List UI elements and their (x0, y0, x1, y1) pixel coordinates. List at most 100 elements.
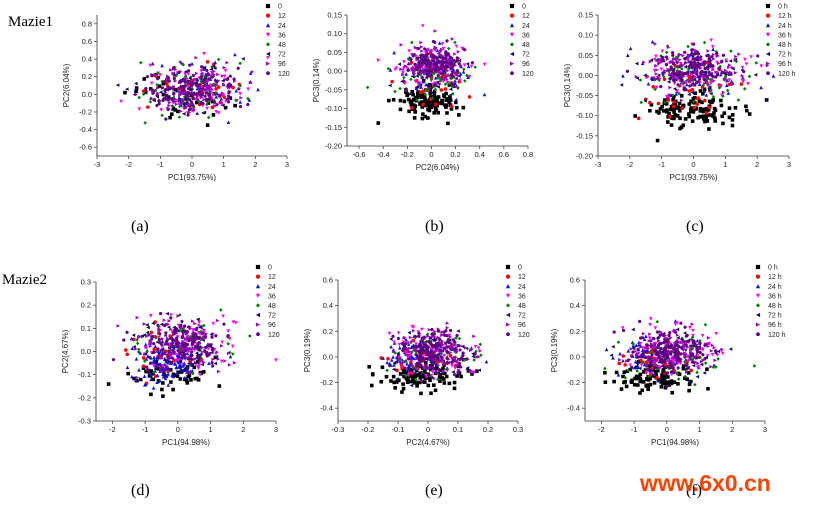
point-series-12 (704, 111, 709, 115)
legend-marker-36 (265, 32, 271, 37)
point-series-24 (484, 359, 489, 364)
point-series-96 (194, 55, 199, 60)
point-series-96 (415, 348, 419, 353)
point-series-0 (161, 92, 166, 97)
x-tick-label: 0 (665, 425, 669, 434)
point-series-120 (193, 336, 197, 341)
point-series-0 (475, 369, 479, 374)
point-series-0 (433, 366, 438, 371)
point-series-120 (186, 357, 191, 361)
legend-marker-24 (755, 284, 761, 289)
point-series-0 (192, 365, 197, 370)
point-series-0 (654, 373, 658, 377)
point-series-0 (653, 370, 658, 374)
point-series-48 (683, 348, 688, 352)
point-series-96 (202, 327, 207, 332)
point-series-24 (175, 371, 180, 376)
point-series-12 (124, 348, 128, 352)
point-series-96 (666, 45, 671, 50)
point-series-0 (667, 380, 672, 384)
point-series-96 (456, 49, 461, 54)
point-series-96 (645, 346, 650, 350)
point-series-0 (392, 380, 396, 385)
point-series-96 (722, 77, 727, 81)
point-series-12 (703, 98, 707, 103)
point-series-96 (180, 61, 185, 65)
point-series-120 (688, 344, 693, 348)
point-series-120 (425, 351, 430, 355)
point-series-48 (465, 73, 469, 78)
scatter-panel-a: -3 -2 -1 0 1 2 3-0.6-0.4-0.20.00.20.40.60.8PC1… (62, 4, 290, 182)
point-series-0 (398, 372, 403, 376)
point-series-120 (626, 358, 630, 362)
legend-label: 24 (518, 284, 526, 291)
point-series-36 (425, 48, 430, 52)
point-series-24 (129, 336, 134, 341)
point-series-120 (708, 64, 713, 68)
point-series-72 (635, 361, 639, 366)
point-series-96 (680, 340, 684, 345)
point-series-48 (717, 86, 722, 90)
x-tick-label: -0.2 (401, 150, 414, 159)
point-series-0 (681, 366, 686, 371)
point-series-24 (413, 370, 418, 375)
point-series-120 (714, 51, 719, 56)
point-series-0 (428, 378, 432, 383)
x-axis-label: PC2(6.04%) (416, 163, 460, 172)
point-series-36 (620, 326, 625, 330)
point-series-96 (145, 334, 149, 339)
point-series-0 (233, 103, 237, 108)
y-tick-label: -0.15 (325, 123, 342, 132)
point-series-48 (474, 349, 478, 354)
point-series-120 (682, 340, 687, 344)
point-series-36 (648, 323, 652, 327)
point-series-0 (634, 374, 639, 379)
point-series-24 (759, 85, 763, 90)
point-series-0 (195, 376, 199, 381)
point-series-0 (419, 95, 424, 99)
point-series-36 (467, 74, 472, 79)
point-series-120 (191, 73, 196, 78)
point-series-0 (744, 104, 748, 109)
point-series-120 (166, 86, 171, 90)
point-series-96 (654, 77, 659, 81)
point-series-0 (154, 359, 159, 364)
point-series-48 (412, 348, 416, 352)
point-series-0 (703, 119, 707, 124)
point-series-36 (649, 317, 653, 321)
point-series-120 (684, 334, 689, 338)
point-series-0 (223, 105, 228, 110)
legend-marker-0 (265, 3, 271, 9)
point-series-120 (755, 54, 760, 58)
point-series-120 (690, 75, 695, 79)
point-series-0 (446, 121, 450, 126)
point-series-24 (637, 342, 641, 347)
point-series-0 (671, 98, 675, 102)
point-series-24 (133, 378, 138, 383)
point-series-96 (683, 80, 688, 85)
point-series-96 (709, 364, 713, 369)
point-series-48 (616, 340, 621, 344)
y-tick-label: 0.0 (82, 90, 92, 99)
legend-marker-0 (765, 3, 771, 9)
point-series-120 (436, 329, 441, 333)
y-tick-label: -0.20 (576, 152, 593, 161)
point-series-120 (637, 319, 642, 323)
point-series-120 (206, 73, 210, 77)
point-series-96 (232, 360, 237, 365)
x-tick-label: -3 (94, 160, 101, 169)
scatter-panel-f: -2 -1 0 1 2 3-0.4-0.20.00.20.40.6PC1(94.98%)P… (550, 265, 786, 447)
point-series-36 (450, 364, 454, 368)
point-series-0 (676, 382, 680, 386)
point-series-12 (418, 90, 423, 95)
point-series-120 (710, 55, 714, 59)
point-series-0 (719, 103, 724, 108)
point-series-72 (695, 374, 700, 379)
point-series-24 (155, 356, 160, 361)
point-series-36 (177, 102, 182, 107)
point-series-96 (215, 318, 220, 323)
point-series-36 (159, 108, 164, 112)
point-series-120 (717, 66, 722, 70)
point-series-24 (458, 72, 463, 76)
point-series-72 (687, 92, 691, 97)
